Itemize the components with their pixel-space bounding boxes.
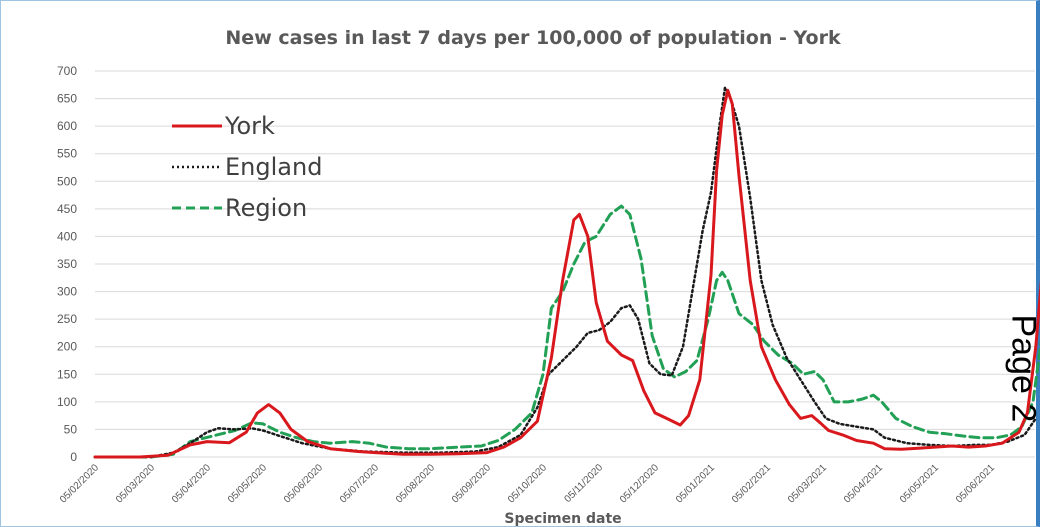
legend: York England Region <box>172 112 322 222</box>
y-tick-label: 250 <box>57 312 77 326</box>
x-tick-label: 05/05/2020 <box>226 462 269 505</box>
page-number-label: Page 2 <box>1000 310 1040 460</box>
x-tick-label: 05/03/2021 <box>786 462 829 505</box>
x-tick-label: 05/11/2020 <box>562 462 605 505</box>
x-tick-label: 05/04/2020 <box>170 462 213 505</box>
series-lines <box>93 86 1040 459</box>
series-line-region <box>93 204 1040 459</box>
x-tick-label: 05/07/2020 <box>338 462 381 505</box>
y-axis: 0 50 100 150 200 250 300 350 400 450 500 550 600 650 7… <box>57 64 77 464</box>
x-tick-label: 05/06/2020 <box>282 462 325 505</box>
legend-label-york: York <box>224 112 275 140</box>
y-tick-label: 450 <box>57 202 77 216</box>
x-axis: 05/02/2020 05/03/2020 05/04/2020 05/05/2020… <box>58 462 997 505</box>
x-tick-label: 05/02/2021 <box>730 462 773 505</box>
x-tick-label: 05/05/2021 <box>898 462 941 505</box>
legend-label-england: England <box>225 153 322 181</box>
y-tick-label: 600 <box>57 119 77 133</box>
y-tick-label: 650 <box>57 92 77 106</box>
page-number-text: Page 2 <box>1004 314 1040 423</box>
y-tick-label: 50 <box>64 422 78 436</box>
y-tick-label: 500 <box>57 174 77 188</box>
series-line-england <box>93 86 1038 459</box>
y-tick-label: 400 <box>57 229 77 243</box>
x-tick-label: 05/10/2020 <box>506 462 549 505</box>
y-tick-label: 550 <box>57 147 77 161</box>
x-tick-label: 05/01/2021 <box>674 462 717 505</box>
y-tick-label: 300 <box>57 285 77 299</box>
x-tick-label: 05/03/2020 <box>114 462 157 505</box>
x-tick-label: 05/09/2020 <box>450 462 493 505</box>
y-tick-label: 0 <box>70 450 77 464</box>
y-tick-label: 100 <box>57 395 77 409</box>
x-tick-label: 05/08/2020 <box>394 462 437 505</box>
y-tick-label: 200 <box>57 340 77 354</box>
x-tick-label: 05/06/2021 <box>954 462 997 505</box>
x-tick-label: 05/02/2020 <box>58 462 101 505</box>
x-tick-label: 05/12/2020 <box>618 462 661 505</box>
chart-title: New cases in last 7 days per 100,000 of … <box>225 27 841 49</box>
x-axis-label: Specimen date <box>504 511 621 527</box>
legend-label-region: Region <box>225 194 307 222</box>
y-tick-label: 350 <box>57 257 77 271</box>
series-line-york <box>93 88 1040 459</box>
gridlines <box>95 70 1035 458</box>
x-tick-label: 05/04/2021 <box>842 462 885 505</box>
y-tick-label: 700 <box>57 64 77 78</box>
y-tick-label: 150 <box>57 367 77 381</box>
